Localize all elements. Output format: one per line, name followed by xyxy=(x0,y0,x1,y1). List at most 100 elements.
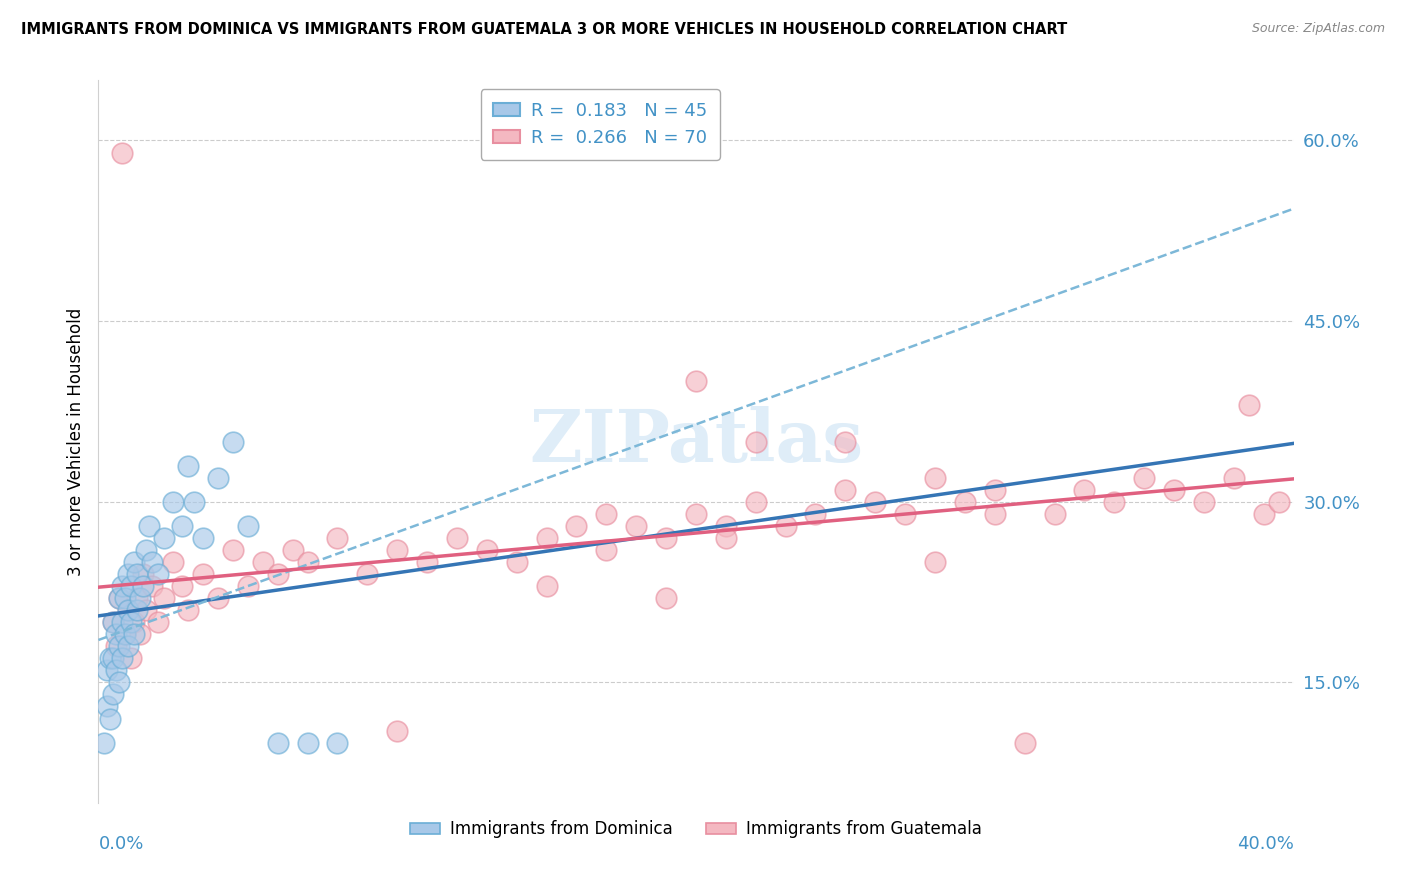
Point xyxy=(1192,494,1215,508)
Point xyxy=(108,591,131,606)
Point xyxy=(103,687,125,701)
Point xyxy=(127,603,149,617)
Point xyxy=(222,542,245,557)
Point xyxy=(984,507,1007,521)
Point xyxy=(626,518,648,533)
Point xyxy=(1223,470,1246,484)
Point xyxy=(416,555,439,569)
Point xyxy=(446,531,468,545)
Point xyxy=(1253,507,1275,521)
Point xyxy=(132,579,155,593)
Point xyxy=(385,542,409,557)
Point xyxy=(475,542,498,557)
Point xyxy=(162,555,184,569)
Point xyxy=(148,615,170,630)
Point xyxy=(114,627,136,641)
Point xyxy=(685,507,707,521)
Point xyxy=(117,639,139,653)
Point xyxy=(685,374,707,388)
Point xyxy=(98,712,122,726)
Point xyxy=(183,494,205,508)
Point xyxy=(565,518,588,533)
Point xyxy=(714,518,737,533)
Point xyxy=(127,591,149,606)
Point xyxy=(141,579,163,593)
Point xyxy=(105,639,128,653)
Point xyxy=(96,699,118,714)
Point xyxy=(1133,470,1156,484)
Point xyxy=(117,603,139,617)
Point xyxy=(834,434,856,449)
Point xyxy=(267,735,290,749)
Point xyxy=(745,434,768,449)
Point xyxy=(153,591,176,606)
Point xyxy=(177,458,200,473)
Point xyxy=(1163,483,1185,497)
Point xyxy=(177,603,200,617)
Point xyxy=(834,483,856,497)
Legend: Immigrants from Dominica, Immigrants from Guatemala: Immigrants from Dominica, Immigrants fro… xyxy=(404,814,988,845)
Point xyxy=(595,542,617,557)
Point xyxy=(111,615,134,630)
Point xyxy=(111,145,134,160)
Point xyxy=(120,615,142,630)
Point xyxy=(120,651,142,665)
Point xyxy=(153,531,176,545)
Point xyxy=(162,494,184,508)
Point xyxy=(138,518,160,533)
Point xyxy=(93,735,115,749)
Point xyxy=(191,567,214,582)
Point xyxy=(326,735,349,749)
Point xyxy=(108,675,131,690)
Point xyxy=(865,494,887,508)
Point xyxy=(135,542,157,557)
Point xyxy=(98,651,122,665)
Point xyxy=(1104,494,1126,508)
Point xyxy=(129,627,152,641)
Point xyxy=(775,518,797,533)
Point xyxy=(172,518,194,533)
Point xyxy=(236,579,259,593)
Point xyxy=(141,555,163,569)
Text: Source: ZipAtlas.com: Source: ZipAtlas.com xyxy=(1251,22,1385,36)
Point xyxy=(117,567,139,582)
Point xyxy=(984,483,1007,497)
Point xyxy=(222,434,245,449)
Point xyxy=(356,567,378,582)
Point xyxy=(103,651,125,665)
Point xyxy=(105,664,128,678)
Point xyxy=(745,494,768,508)
Point xyxy=(1073,483,1095,497)
Point xyxy=(924,470,946,484)
Point xyxy=(111,651,134,665)
Point xyxy=(108,591,131,606)
Point xyxy=(207,591,229,606)
Point xyxy=(924,555,946,569)
Point xyxy=(96,664,118,678)
Point xyxy=(655,591,678,606)
Point xyxy=(297,735,319,749)
Point xyxy=(124,627,146,641)
Point xyxy=(124,555,146,569)
Point xyxy=(148,567,170,582)
Point xyxy=(129,591,152,606)
Y-axis label: 3 or more Vehicles in Household: 3 or more Vehicles in Household xyxy=(66,308,84,575)
Point xyxy=(236,518,259,533)
Point xyxy=(117,603,139,617)
Point xyxy=(536,531,558,545)
Point xyxy=(536,579,558,593)
Point xyxy=(124,615,146,630)
Point xyxy=(105,627,128,641)
Point xyxy=(1267,494,1289,508)
Point xyxy=(506,555,529,569)
Point xyxy=(114,627,136,641)
Point xyxy=(172,579,194,593)
Point xyxy=(120,579,142,593)
Point xyxy=(953,494,976,508)
Point xyxy=(191,531,214,545)
Point xyxy=(1014,735,1036,749)
Text: ZIPatlas: ZIPatlas xyxy=(529,406,863,477)
Point xyxy=(114,591,136,606)
Point xyxy=(135,603,157,617)
Point xyxy=(297,555,319,569)
